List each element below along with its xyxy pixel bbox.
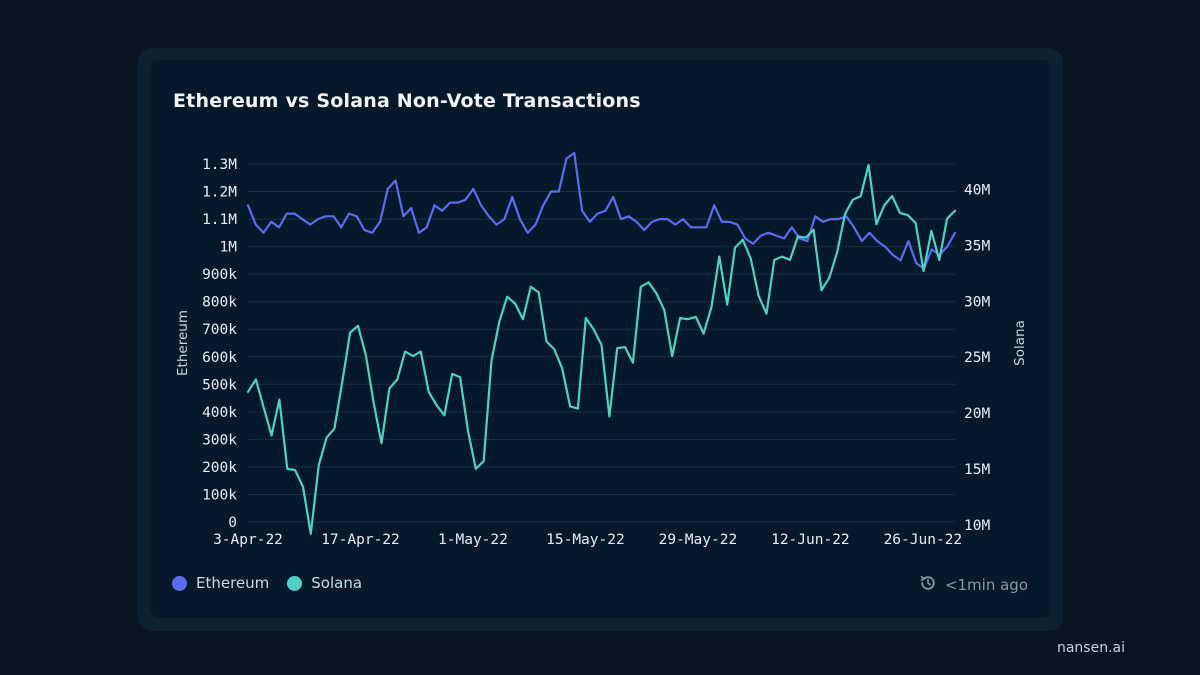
left-axis-ticks: 0 100k 200k 300k 400k 500k 600k 700k 800k 900k 1M 1…: [202, 157, 237, 531]
left-axis-title: Ethereum: [175, 310, 191, 376]
last-updated-text: <1min ago: [944, 576, 1028, 594]
x-tick-label: 15-May-22: [546, 532, 625, 548]
left-tick-label: 200k: [202, 460, 237, 476]
x-tick-label: 12-Jun-22: [771, 532, 850, 548]
right-axis-title: Solana: [1012, 320, 1028, 366]
x-tick-label: 1-May-22: [438, 532, 508, 548]
left-tick-label: 1.3M: [202, 157, 237, 173]
right-tick-label: 20M: [964, 406, 990, 422]
x-tick-label: 26-Jun-22: [884, 532, 963, 548]
legend-label: Ethereum: [196, 574, 270, 592]
chart-card: [150, 60, 1051, 618]
left-tick-label: 300k: [202, 432, 237, 448]
right-tick-label: 15M: [964, 462, 990, 478]
brand-watermark: nansen.ai: [1056, 640, 1125, 656]
right-tick-label: 10M: [964, 518, 990, 534]
x-tick-label: 29-May-22: [659, 532, 738, 548]
left-tick-label: 900k: [202, 267, 237, 283]
series-lines: [246, 151, 957, 535]
x-tick-label: 17-Apr-22: [321, 532, 400, 548]
legend-item-ethereum[interactable]: Ethereum: [172, 574, 269, 592]
left-tick-label: 1.2M: [202, 185, 237, 201]
legend-dot-solana: [287, 575, 303, 591]
chart-title: Ethereum vs Solana Non-Vote Transactions: [173, 90, 641, 112]
left-tick-label: 600k: [202, 350, 237, 366]
legend-item-solana[interactable]: Solana: [287, 574, 362, 592]
left-tick-label: 800k: [202, 295, 237, 311]
left-tick-label: 1M: [220, 240, 238, 256]
right-tick-label: 25M: [964, 350, 990, 366]
series-line-solana: [246, 163, 957, 535]
left-tick-label: 0: [228, 515, 237, 531]
left-tick-label: 500k: [202, 377, 237, 393]
right-tick-label: 40M: [964, 183, 990, 199]
series-line-ethereum: [246, 151, 957, 270]
left-tick-label: 700k: [202, 322, 237, 338]
last-updated: <1min ago: [919, 574, 1028, 596]
left-tick-label: 400k: [202, 405, 237, 421]
legend-dot-ethereum: [172, 575, 187, 591]
right-tick-label: 35M: [964, 238, 990, 254]
legend-label: Solana: [311, 574, 363, 592]
legend: Ethereum Solana: [172, 574, 362, 592]
right-tick-label: 30M: [964, 294, 990, 310]
left-tick-label: 100k: [202, 487, 237, 503]
left-tick-label: 1.1M: [202, 212, 237, 228]
clock-refresh-icon: [919, 574, 937, 596]
x-tick-label: 3-Apr-22: [213, 532, 283, 548]
x-axis-ticks: 3-Apr-22 17-Apr-22 1-May-22 15-May-22 29-May…: [213, 532, 962, 548]
right-axis-ticks: 10M 15M 20M 25M 30M 35M 40M: [964, 183, 990, 534]
